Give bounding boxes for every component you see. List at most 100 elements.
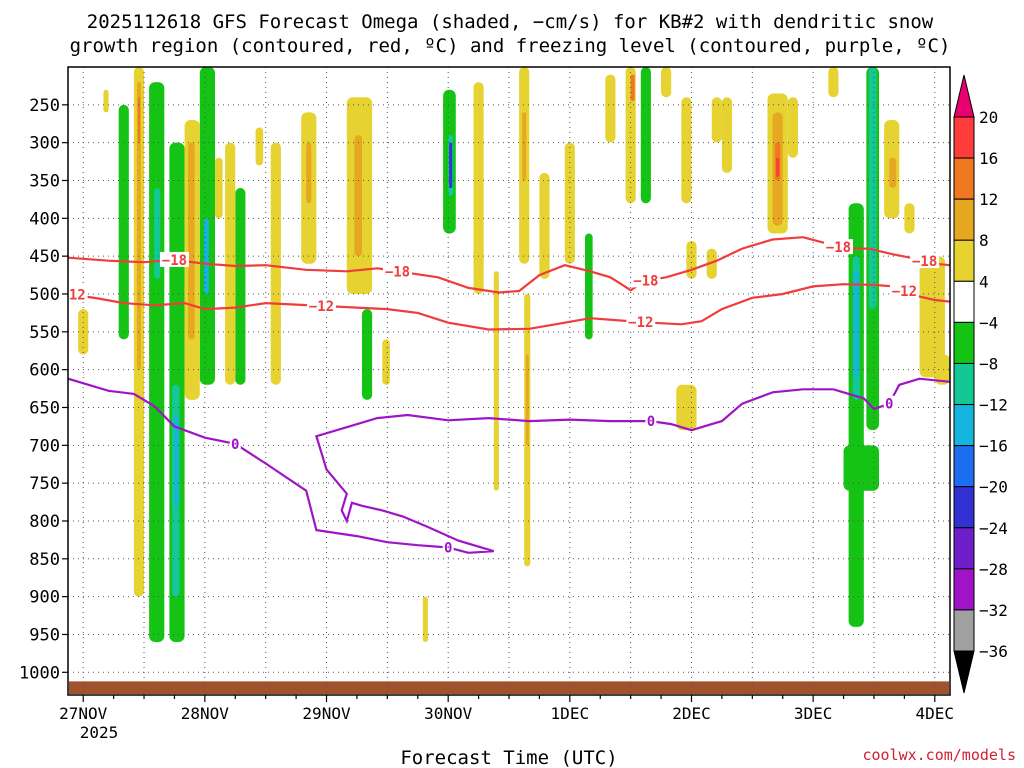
colorbar-label: −36 [979, 642, 1008, 661]
x-tick-label: 4DEC [916, 704, 955, 723]
omega-patch [787, 97, 798, 158]
y-tick-label: 850 [29, 550, 60, 570]
colorbar-segment [953, 362, 975, 406]
omega-patch [564, 142, 575, 264]
contour-label: 0 [885, 397, 893, 413]
omega-patch [188, 142, 195, 340]
x-tick-label: 27NOV [59, 704, 108, 723]
omega-patch [103, 89, 109, 113]
y-tick-label: 500 [29, 285, 60, 305]
omega-shading [78, 67, 950, 643]
colorbar-segment [953, 568, 975, 611]
colorbar-segment [953, 321, 975, 364]
colorbar-label: 20 [979, 108, 998, 127]
omega-patch [449, 142, 453, 189]
y-tick-label: 1000 [19, 663, 60, 683]
omega-patch [919, 256, 945, 378]
colorbar-segment [953, 280, 975, 323]
colorbar: 20 16 12 8 4 −4 −8 −12 −16 −20 −24 −28 −32 −36 [953, 74, 1008, 694]
omega-patch [136, 82, 141, 370]
omega-patch [539, 172, 550, 279]
omega-patch [382, 339, 390, 385]
contour-label: −18 [162, 253, 187, 269]
omega-patch [255, 127, 264, 166]
x-tick-label: 28NOV [181, 704, 230, 723]
colorbar-segment [953, 404, 975, 447]
omega-patch [149, 82, 165, 643]
contour-label-bg [442, 539, 454, 555]
contour-label: 0 [444, 540, 452, 556]
omega-patch [270, 142, 281, 385]
contour-label: −18 [912, 254, 937, 270]
contour-label-bg [883, 395, 895, 411]
omega-patch [354, 135, 362, 257]
omega-patch [522, 112, 527, 181]
y-tick-label: 600 [29, 361, 60, 381]
omega-patch [686, 241, 697, 279]
omega-patch [828, 67, 839, 98]
omega-patch [630, 74, 635, 102]
y-tick-label: 800 [29, 512, 60, 532]
omega-patch [174, 415, 179, 506]
contour-label-bg [645, 413, 657, 429]
omega-patch [721, 97, 733, 173]
x-tick-label: 3DEC [794, 704, 833, 723]
omega-patch [215, 157, 223, 219]
colorbar-label: −4 [979, 313, 998, 332]
omega-patch [473, 82, 484, 294]
colorbar-segment [953, 527, 975, 570]
contour-label-bg [68, 286, 88, 302]
y-tick-label: 250 [29, 96, 60, 116]
colorbar-label: −32 [979, 601, 1008, 620]
omega-patch [934, 354, 950, 385]
chart-title-line-2: growth region (contoured, red, ºC) and f… [70, 35, 951, 57]
omega-patch [640, 67, 651, 204]
contour-label-bg [889, 282, 919, 298]
contour-label-bg [159, 251, 189, 267]
contour-label: −12 [309, 299, 334, 315]
y-tick-label: 300 [29, 134, 60, 154]
omega-patch [848, 203, 864, 627]
y-tick-label: 750 [29, 474, 60, 494]
contour-label: −18 [826, 240, 851, 256]
colorbar-label: 8 [979, 231, 989, 250]
contours: −18 −18 −18 −18 −18 −12 −12 −12 −12 0 0 0 0 [68, 236, 950, 556]
omega-patch [681, 97, 692, 204]
omega-patch [711, 97, 722, 143]
contour-label: 0 [231, 437, 239, 453]
omega-patch [853, 271, 859, 378]
y-tick-label: 700 [29, 436, 60, 456]
omega-patch [422, 596, 428, 643]
colorbar-label: −20 [979, 478, 1008, 497]
x-tick-label: 29NOV [302, 704, 351, 723]
credit-text[interactable]: coolwx.com/models [862, 746, 1016, 764]
contour-freezing-level [68, 377, 950, 554]
colorbar-label: 4 [979, 272, 989, 291]
colorbar-segment [953, 157, 975, 200]
colorbar-label: −24 [979, 519, 1008, 538]
omega-patch [154, 188, 161, 279]
omega-patch [661, 67, 672, 98]
colorbar-label: −28 [979, 560, 1008, 579]
contour-label: −18 [385, 264, 410, 280]
colorbar-label: −16 [979, 437, 1008, 456]
omega-patch [225, 142, 236, 385]
colorbar-label: 12 [979, 190, 998, 209]
omega-patch [137, 97, 140, 143]
omega-patch [889, 157, 897, 189]
omega-patch [776, 157, 780, 177]
colorbar-segment [953, 445, 975, 488]
x-tick-label: 2DEC [672, 704, 711, 723]
gridlines [68, 67, 950, 695]
chart-title-line-1: 2025112618 GFS Forecast Omega (shaded, −… [87, 11, 934, 33]
y-tick-label: 650 [29, 398, 60, 418]
colorbar-segment [953, 609, 975, 652]
colorbar-label: −12 [979, 396, 1008, 415]
contour-label-bg [631, 272, 661, 288]
contour-label-bg [626, 313, 656, 329]
contour-label-bg [382, 263, 412, 279]
omega-patch [362, 309, 373, 400]
colorbar-max-triangle [953, 74, 975, 118]
omega-patch [605, 74, 616, 143]
